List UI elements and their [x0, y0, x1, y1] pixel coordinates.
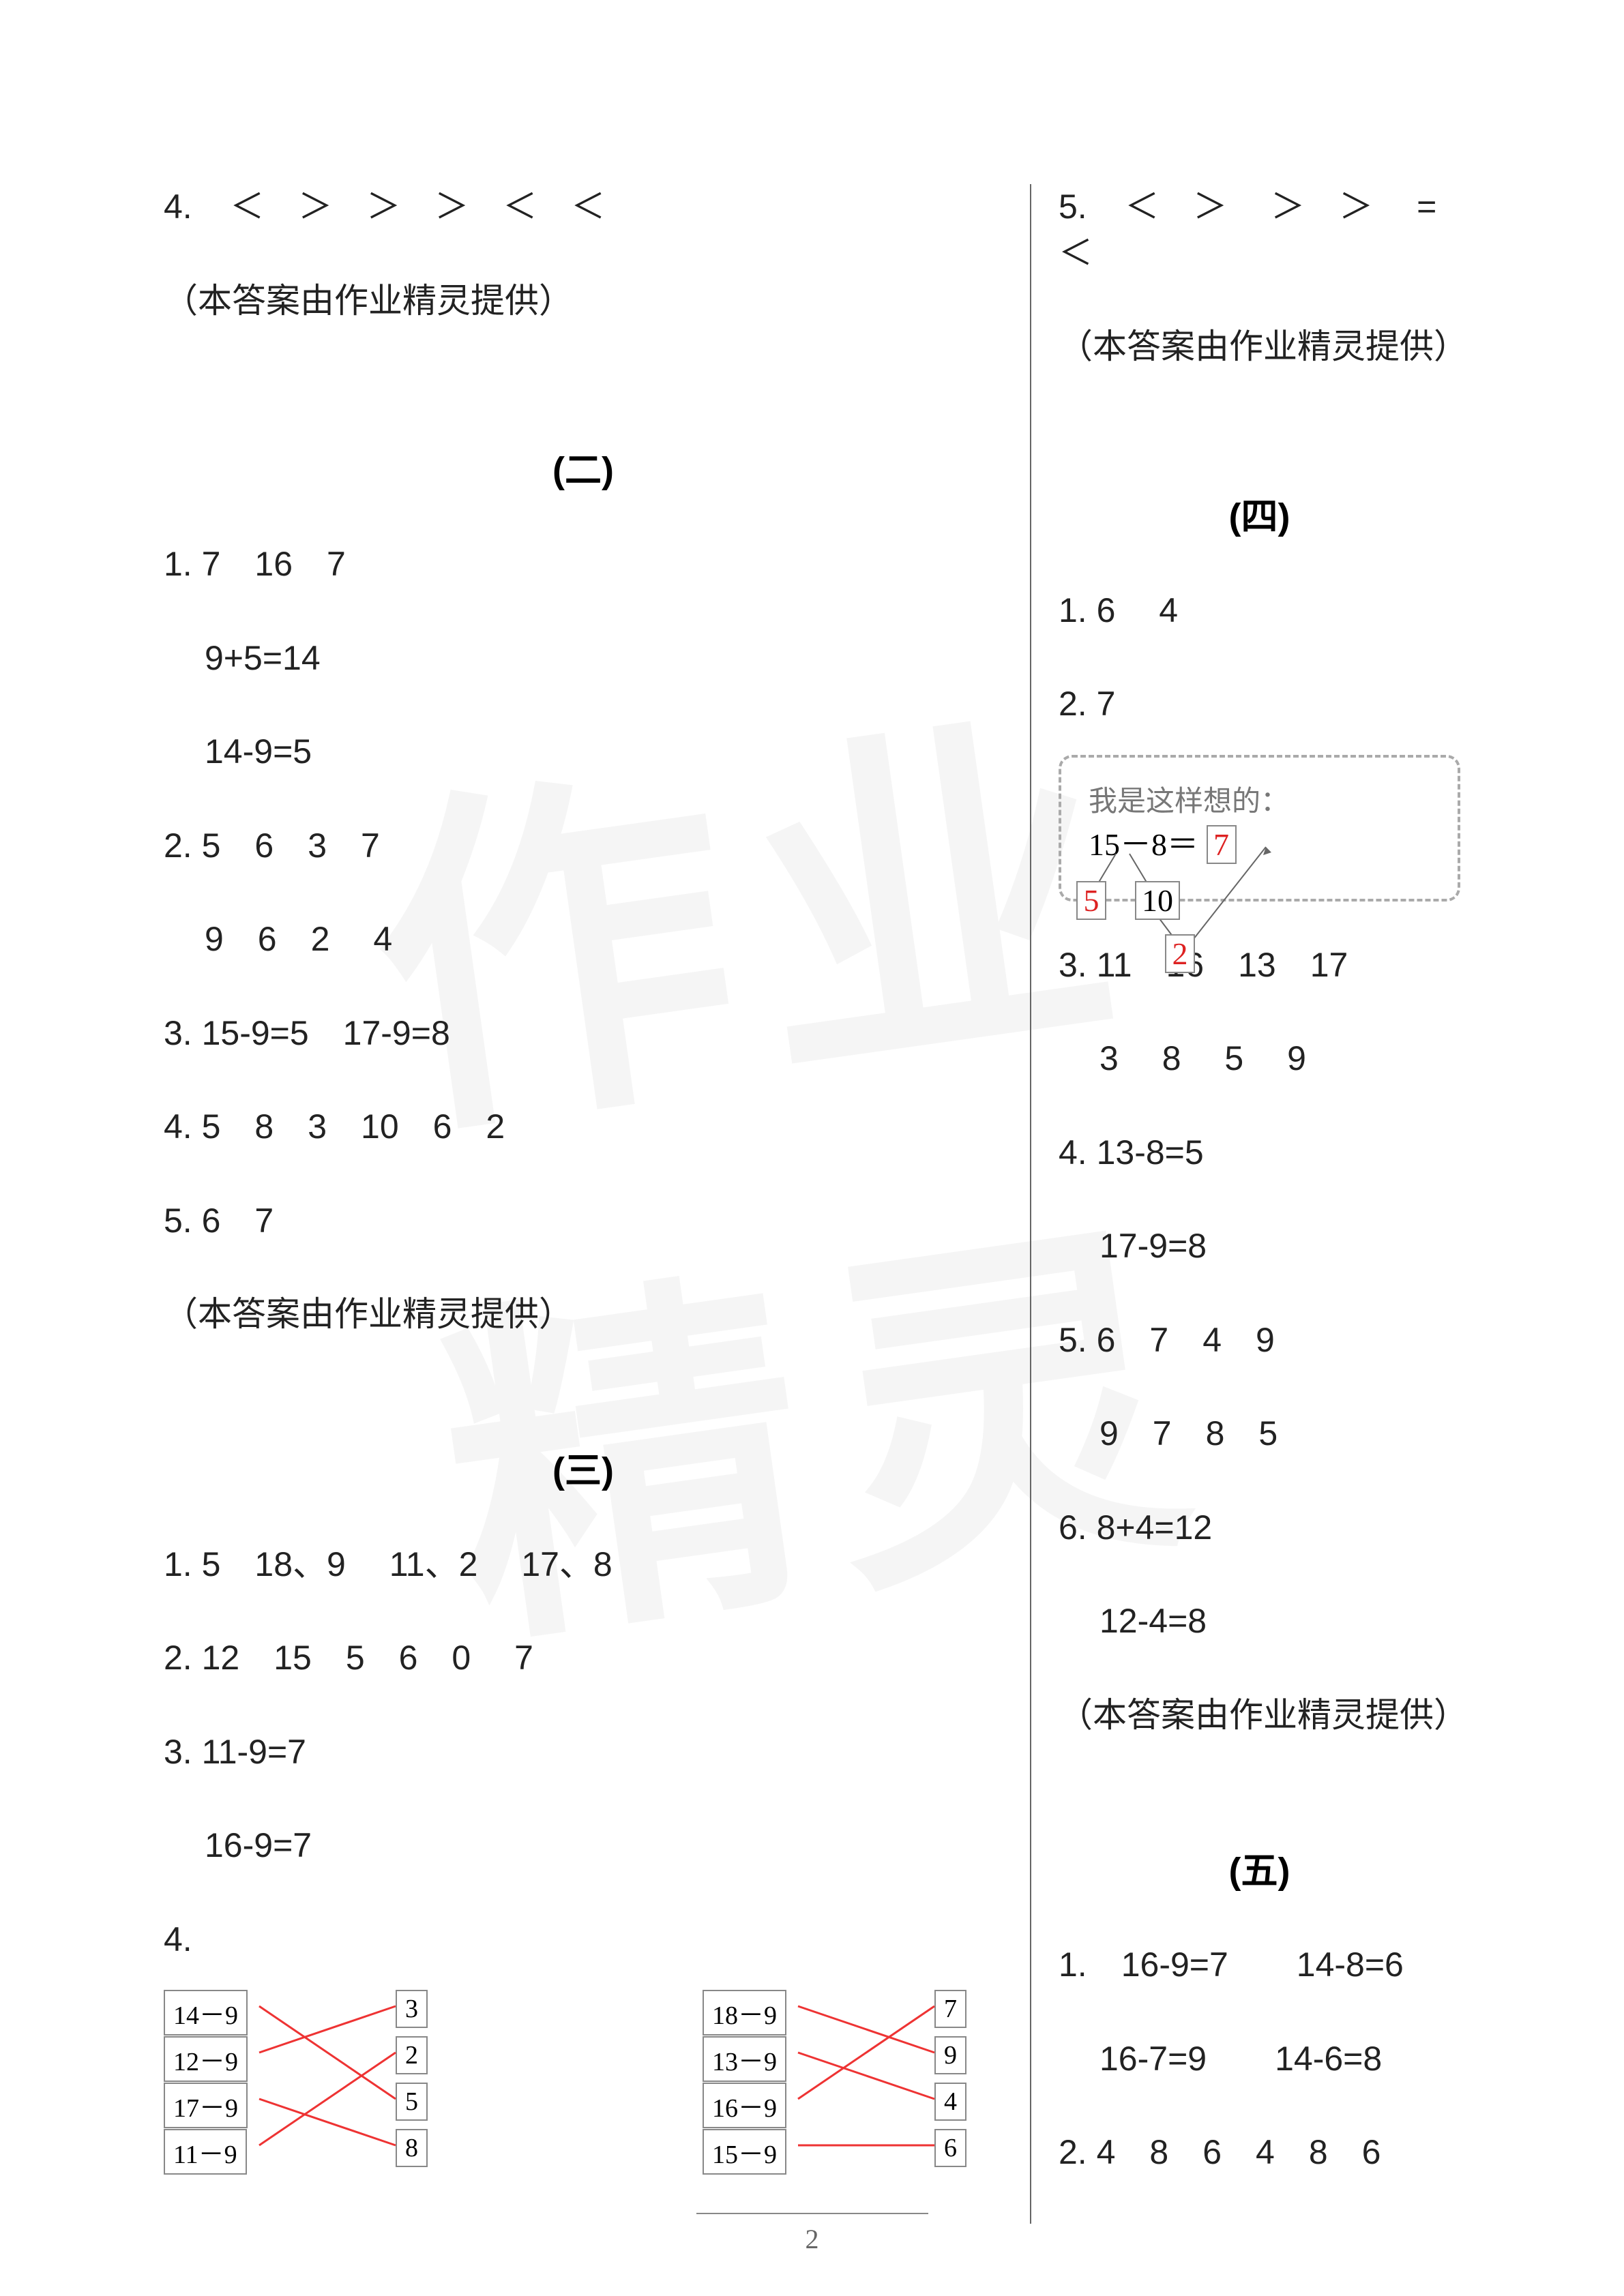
- q5-label: 5.: [1059, 188, 1087, 226]
- page-number: 2: [806, 2223, 819, 2255]
- s3-l3: 3. 11-9=7: [164, 1729, 1003, 1776]
- match-lines-b: [703, 1990, 1003, 2194]
- q4-label: 4.: [164, 188, 192, 226]
- bubble-title: 我是这样想的：: [1089, 778, 1289, 820]
- s4-l4a: 17-9=8: [1059, 1223, 1460, 1270]
- s2-l4: 4. 5 8 3 10 6 2: [164, 1104, 1003, 1150]
- s3-l3a: 16-9=7: [164, 1823, 1003, 1869]
- two-column-layout: 4. ＜ ＞ ＞ ＞ ＜ ＜ （本答案由作业精灵提供） (二) 1. 7 16 …: [136, 184, 1488, 2224]
- s3-l2: 2. 12 15 5 6 0 7: [164, 1635, 1003, 1682]
- decomposition-expr: 15－8＝ 7 5 10: [1089, 820, 1237, 865]
- s4-l5: 5. 6 7 4 9: [1059, 1317, 1460, 1364]
- s2-l2a: 9 6 2 4: [164, 916, 1003, 963]
- section-5-heading: (五): [1059, 1840, 1460, 1894]
- s4-l2: 2. 7: [1059, 681, 1460, 728]
- s4-l6: 6. 8+4=12: [1059, 1505, 1460, 1551]
- s4-l1: 1. 6 4: [1059, 588, 1460, 634]
- s2-l1: 1. 7 16 7: [164, 541, 1003, 588]
- attribution-4: （本答案由作业精灵提供）: [1059, 1693, 1460, 1739]
- s3-l4: 4.: [164, 1917, 1003, 1963]
- s5-l1: 1. 16-9=7 14-8=6: [1059, 1942, 1460, 1988]
- s5-l1a: 16-7=9 14-6=8: [1059, 2036, 1460, 2083]
- match-lines-a: [164, 1990, 464, 2194]
- split-a: 5: [1076, 881, 1106, 920]
- sub-c: 2: [1165, 934, 1195, 973]
- left-column: 4. ＜ ＞ ＞ ＞ ＜ ＜ （本答案由作业精灵提供） (二) 1. 7 16 …: [136, 184, 1030, 2224]
- s2-l5: 5. 6 7: [164, 1198, 1003, 1244]
- s4-l6a: 12-4=8: [1059, 1598, 1460, 1645]
- match-group-b: 18－913－916－915－97946: [703, 1990, 1003, 2194]
- match-group-a: 14－912－917－911－93258: [164, 1990, 464, 2194]
- s2-l3: 3. 15-9=5 17-9=8: [164, 1011, 1003, 1057]
- section-4-heading: (四): [1059, 486, 1460, 540]
- q4-line: 4. ＜ ＞ ＞ ＞ ＜ ＜: [164, 184, 1003, 230]
- section-3-heading: (三): [164, 1440, 1003, 1494]
- right-column: 5. ＜ ＞ ＞ ＞ = ＜ （本答案由作业精灵提供） (四) 1. 6 4 2…: [1031, 184, 1488, 2224]
- q5-line: 5. ＜ ＞ ＞ ＞ = ＜: [1059, 184, 1460, 276]
- s2-l1b: 14-9=5: [164, 729, 1003, 775]
- attribution-1: （本答案由作业精灵提供）: [164, 278, 1003, 325]
- expr-result: 7: [1207, 825, 1237, 864]
- attribution-3: （本答案由作业精灵提供）: [1059, 324, 1460, 370]
- section-2-heading: (二): [164, 440, 1003, 494]
- split-b: 10: [1135, 881, 1180, 920]
- s4-l4: 4. 13-8=5: [1059, 1130, 1460, 1176]
- s4-l3a: 3 8 5 9: [1059, 1036, 1460, 1082]
- decomposition-bubble: 我是这样想的： 15－8＝ 7 5 10: [1059, 755, 1460, 901]
- attribution-2: （本答案由作业精灵提供）: [164, 1292, 1003, 1338]
- s4-l5a: 9 7 8 5: [1059, 1411, 1460, 1457]
- s3-l1: 1. 5 18、9 11、2 17、8: [164, 1542, 1003, 1588]
- expr-lhs: 15－8＝: [1089, 827, 1198, 862]
- s4-l3: 3. 11 16 13 17: [1059, 942, 1460, 989]
- s5-l2: 2. 4 8 6 4 8 6: [1059, 2130, 1460, 2176]
- s2-l1a: 9+5=14: [164, 636, 1003, 682]
- s2-l2: 2. 5 6 3 7: [164, 823, 1003, 869]
- q5-answers: ＜ ＞ ＞ ＞ = ＜: [1059, 188, 1480, 272]
- matching-diagram: 14－912－917－911－93258 18－913－916－915－9794…: [164, 1990, 1003, 2194]
- q4-answers: ＜ ＞ ＞ ＞ ＜ ＜: [230, 188, 605, 226]
